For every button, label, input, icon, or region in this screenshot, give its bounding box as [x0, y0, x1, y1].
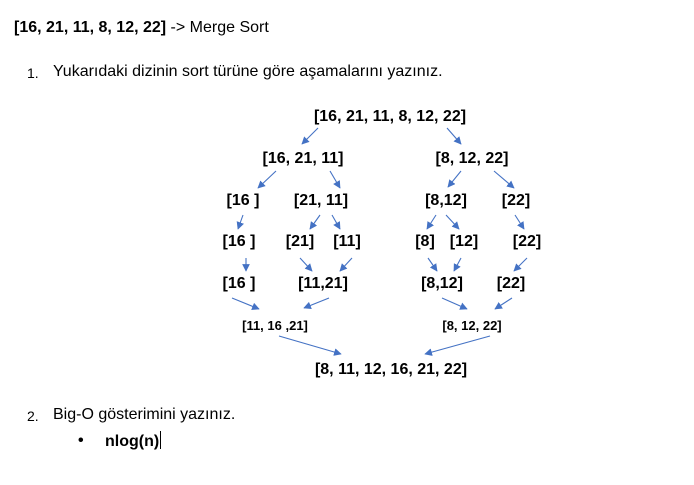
- tree-level3-node: [12]: [449, 233, 479, 250]
- tree-level2-node: [8,12]: [425, 192, 467, 209]
- arrow: [513, 257, 528, 272]
- tree-level1-right: [8, 12, 22]: [435, 150, 509, 167]
- arrow: [303, 297, 330, 310]
- arrow: [493, 170, 515, 189]
- arrow: [236, 214, 244, 230]
- arrow: [331, 214, 341, 230]
- tree-level4-node: [8,12]: [421, 275, 463, 292]
- tree-level3-node: [21]: [285, 233, 315, 250]
- arrow: [299, 257, 313, 272]
- tree-level2-node: [21, 11]: [293, 192, 349, 209]
- tree-level3-node: [8]: [415, 233, 435, 250]
- arrow: [446, 127, 462, 145]
- q1-number: 1.: [27, 65, 39, 81]
- q1-text: Yukarıdaki dizinin sort türüne göre aşam…: [53, 63, 443, 80]
- arrow: [424, 335, 491, 356]
- arrow: [494, 297, 513, 310]
- tree-level2-node: [16 ]: [226, 192, 260, 209]
- q2-text: Big-O gösterimini yazınız.: [53, 406, 236, 423]
- arrow: [427, 257, 438, 272]
- heading: [16, 21, 11, 8, 12, 22] -> Merge Sort: [14, 19, 269, 37]
- arrow: [441, 297, 468, 310]
- tree-level4-node: [11,21]: [298, 275, 348, 292]
- tree-level4-node: [22]: [496, 275, 526, 292]
- arrow: [514, 214, 525, 230]
- arrow: [309, 214, 321, 230]
- q2-bullet: •: [78, 432, 84, 449]
- arrow: [426, 214, 437, 230]
- tree-level3-node: [16 ]: [222, 233, 256, 250]
- tree-level5-left: [11, 16 ,21]: [242, 318, 308, 333]
- tree-level1-left: [16, 21, 11]: [262, 150, 344, 167]
- arrow: [301, 127, 319, 145]
- tree-root: [16, 21, 11, 8, 12, 22]: [313, 108, 467, 125]
- arrow: [329, 170, 341, 189]
- tree-level3-node: [22]: [512, 233, 542, 250]
- arrow: [453, 257, 462, 272]
- tree-level5-right: [8, 12, 22]: [442, 318, 502, 333]
- q2-answer-text[interactable]: nlog(n): [105, 433, 160, 450]
- text-cursor: [160, 431, 162, 449]
- arrow: [339, 257, 353, 272]
- arrow: [445, 214, 460, 230]
- tree-level3-node: [11]: [333, 233, 361, 250]
- heading-array: [16, 21, 11, 8, 12, 22]: [14, 19, 167, 36]
- tree-level4-node: [16 ]: [222, 275, 256, 292]
- heading-suffix: -> Merge Sort: [166, 19, 269, 36]
- arrow: [278, 335, 342, 356]
- arrow: [257, 170, 277, 189]
- q2-answer[interactable]: nlog(n): [105, 431, 162, 451]
- arrow: [231, 297, 260, 310]
- tree-level2-node: [22]: [501, 192, 531, 209]
- arrow: [447, 170, 462, 188]
- q2-number: 2.: [27, 408, 39, 424]
- tree-result: [8, 11, 12, 16, 21, 22]: [314, 361, 468, 378]
